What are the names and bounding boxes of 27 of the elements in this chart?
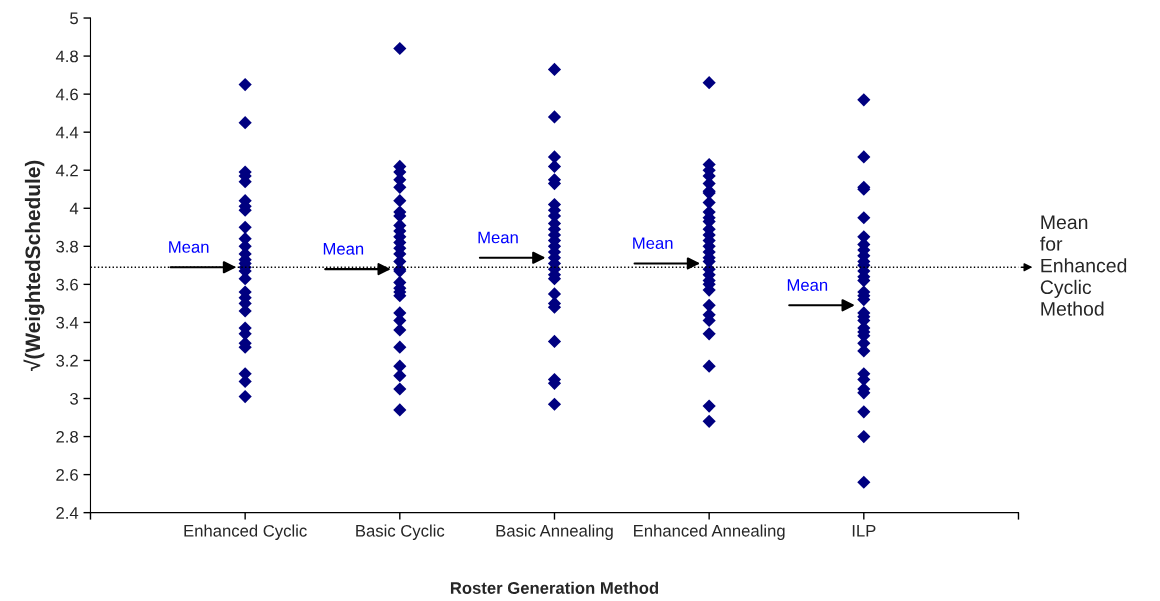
y-tick-label: 2.4	[56, 507, 79, 519]
y-axis-title: √(WeightedSchedule)	[23, 160, 45, 371]
y-tick-label: 2.8	[56, 430, 78, 443]
y-tick-label: 4.8	[55, 50, 78, 63]
x-tick-label: ILP	[852, 525, 876, 537]
y-tick-label: 5	[70, 12, 78, 25]
y-tick-label: 3	[70, 392, 78, 405]
annotation: Mean	[169, 241, 209, 253]
x-tick-label: Basic Cyclic	[356, 524, 445, 540]
x-tick-label: Basic Annealing	[496, 524, 613, 540]
annotation: Mean	[787, 279, 828, 291]
y-tick-label: 3.2	[56, 354, 78, 367]
x-tick-label: Enhanced Annealing	[634, 524, 785, 540]
annotation: Mean	[323, 243, 364, 255]
y-tick-label: 3.6	[56, 278, 78, 291]
y-tick-label: 3.8	[56, 240, 78, 253]
annotation: Mean	[633, 237, 673, 250]
x-axis-title: Roster Generation Method	[450, 581, 659, 594]
y-tick-label: 4.4	[55, 126, 79, 139]
y-tick-label: 2.6	[56, 469, 78, 481]
ref-line-label: Mean for Enhanced Cyclic Method	[1040, 215, 1127, 316]
x-tick-label: Enhanced Cyclic	[184, 524, 307, 540]
y-tick-label: 4	[69, 202, 79, 215]
annotation: Mean	[478, 231, 518, 244]
y-tick-label: 3.4	[56, 316, 79, 329]
y-tick-label: 4.2	[55, 164, 78, 177]
y-tick-label: 4.6	[55, 88, 78, 101]
